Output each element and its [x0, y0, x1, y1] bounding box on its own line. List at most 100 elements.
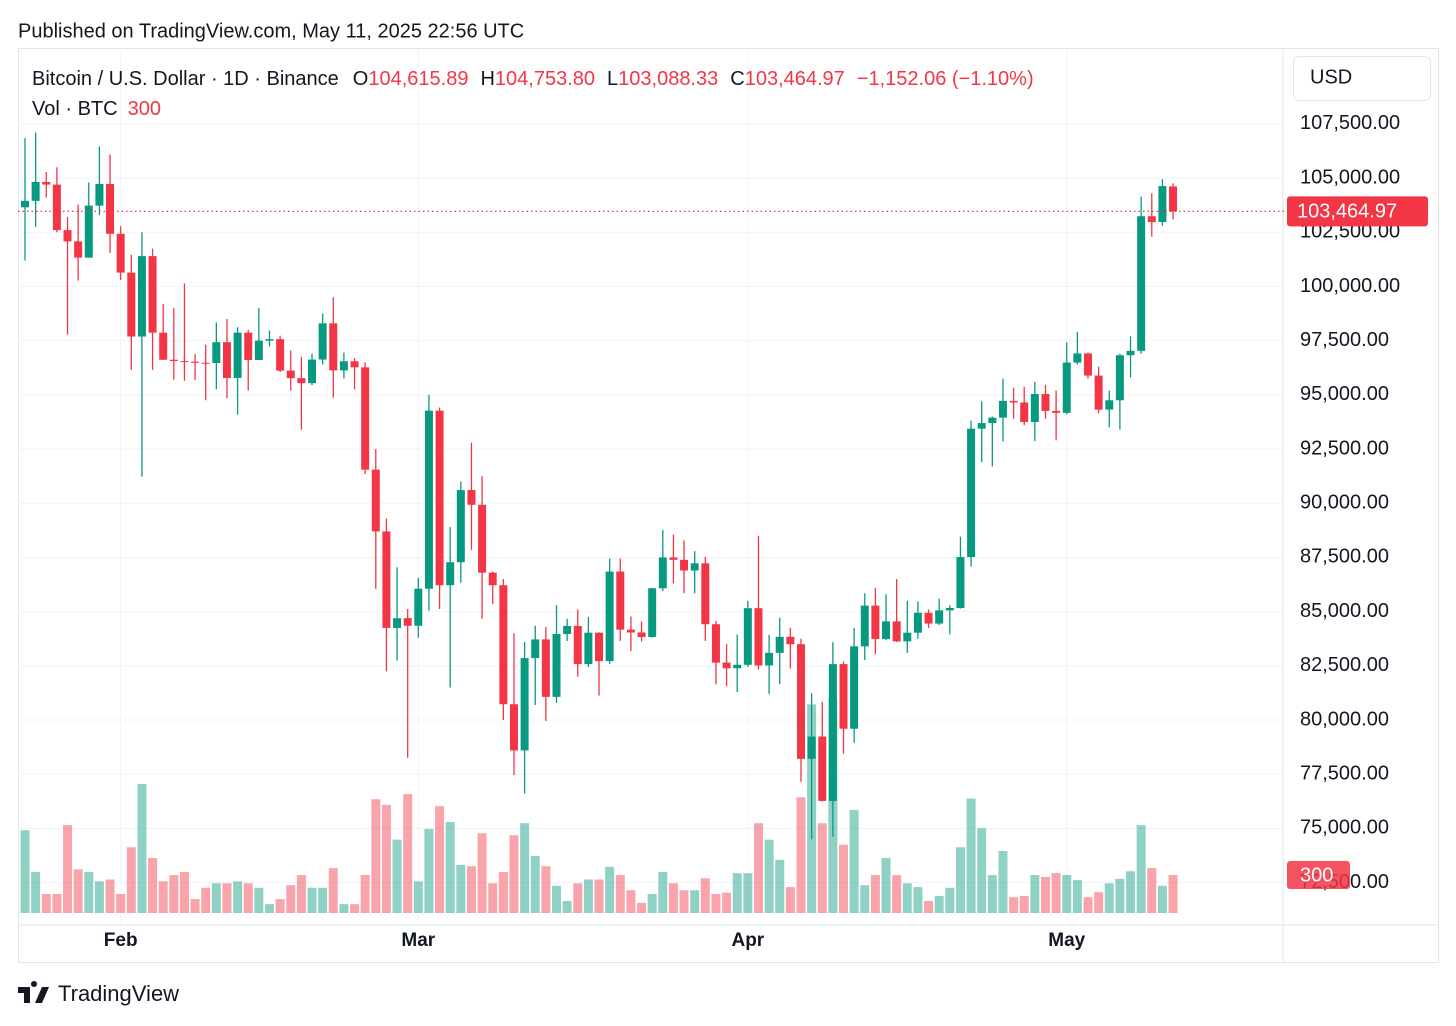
candle-body	[850, 646, 859, 729]
candle-body	[1115, 355, 1124, 401]
volume-bar	[445, 821, 455, 913]
footer-logo: TradingView	[18, 981, 179, 1006]
volume-bar	[466, 866, 476, 913]
footer-brand: TradingView	[58, 981, 179, 1006]
volume-bar	[722, 892, 732, 913]
candle-body	[573, 625, 582, 665]
candle-body	[180, 361, 189, 363]
volume-bar	[562, 900, 572, 913]
x-tick-label: Mar	[401, 930, 435, 951]
volume-bar	[934, 895, 944, 913]
grid	[18, 48, 1283, 925]
candle-body	[148, 256, 157, 333]
currency-button[interactable]	[1293, 56, 1431, 101]
candle-body	[350, 361, 359, 368]
candle-body	[318, 323, 327, 360]
volume-bar	[998, 851, 1008, 913]
candle-body	[339, 361, 348, 371]
last-price-label: 103,464.97	[1297, 201, 1397, 223]
volume-bar	[977, 828, 987, 913]
volume-bar	[1072, 880, 1082, 913]
chart-frame	[18, 48, 1439, 963]
candle-body	[446, 562, 455, 586]
currency-label[interactable]: USD	[1310, 66, 1352, 88]
volume-bar	[498, 871, 508, 913]
volume-bar	[796, 797, 806, 913]
candle-body	[605, 571, 614, 662]
volume-bar	[137, 784, 147, 913]
volume-bar	[275, 899, 285, 913]
candle-body	[201, 362, 210, 364]
volume-bar	[488, 883, 498, 913]
candle-body	[159, 332, 168, 360]
candle-body	[913, 612, 922, 633]
volume-bar	[594, 879, 604, 913]
candle-body	[818, 736, 827, 801]
last-volume-label: 300	[1300, 864, 1333, 886]
candle-body	[222, 342, 231, 378]
volume-bar	[530, 856, 540, 913]
volume-bar	[711, 894, 721, 913]
candle-body	[63, 230, 72, 242]
candle-body	[1009, 400, 1018, 403]
volume-bar	[1083, 897, 1093, 913]
volume-bar	[424, 828, 434, 913]
volume-bar	[1136, 825, 1146, 913]
volume-bar	[63, 825, 73, 913]
candle-body	[127, 272, 136, 337]
candle-body	[1020, 402, 1029, 422]
candle-body	[765, 652, 774, 666]
high-label: H	[480, 68, 494, 90]
y-tick-label: 95,000.00	[1300, 383, 1389, 405]
volume-value: 300	[128, 98, 161, 120]
volume-bar	[966, 798, 976, 913]
volume-bar	[700, 878, 710, 913]
volume-bar	[1009, 897, 1019, 913]
candle-body	[254, 340, 263, 360]
candle-body	[435, 410, 444, 586]
candle-body	[754, 608, 763, 666]
volume-bar	[605, 866, 615, 913]
candle-body	[722, 662, 731, 669]
plot	[20, 132, 1178, 913]
published-note: Published on TradingView.com, May 11, 20…	[18, 20, 524, 42]
volume-bar	[31, 871, 41, 913]
volume-bar	[955, 847, 965, 913]
volume-bar	[860, 885, 870, 913]
candle-body	[169, 359, 178, 362]
candle-body	[956, 557, 965, 608]
candle-body	[1158, 186, 1167, 223]
volume-bar	[679, 890, 689, 913]
candle-body	[276, 339, 285, 371]
candle-body	[329, 323, 338, 371]
candle-body	[244, 332, 253, 360]
candle-body	[308, 359, 317, 384]
candle-body	[393, 618, 402, 628]
volume-bar	[392, 839, 402, 913]
candle-body	[1062, 362, 1071, 413]
volume-bar	[732, 873, 742, 913]
volume-bar	[839, 844, 849, 913]
volume-bar	[881, 857, 891, 913]
candle-body	[658, 557, 667, 589]
candle-body	[882, 621, 891, 639]
volume-bar	[84, 871, 94, 913]
candle-body	[191, 361, 200, 363]
y-tick-label: 82,500.00	[1300, 654, 1389, 676]
candle-body	[1052, 410, 1061, 413]
candle-body	[297, 378, 306, 384]
volume-bar	[753, 823, 763, 913]
x-tick-label: Apr	[731, 930, 764, 951]
candle-body	[488, 572, 497, 586]
candle-body	[1094, 375, 1103, 410]
volume-bar	[541, 866, 551, 913]
volume-bar	[743, 873, 753, 913]
volume-bar	[647, 894, 657, 913]
candle-body	[1169, 186, 1178, 212]
y-tick-label: 77,500.00	[1300, 763, 1389, 785]
volume-bar	[41, 894, 51, 913]
candle-body	[786, 636, 795, 645]
y-tick-label: 87,500.00	[1300, 546, 1389, 568]
volume-title: Vol · BTC	[32, 98, 118, 120]
candle-body	[775, 636, 784, 653]
